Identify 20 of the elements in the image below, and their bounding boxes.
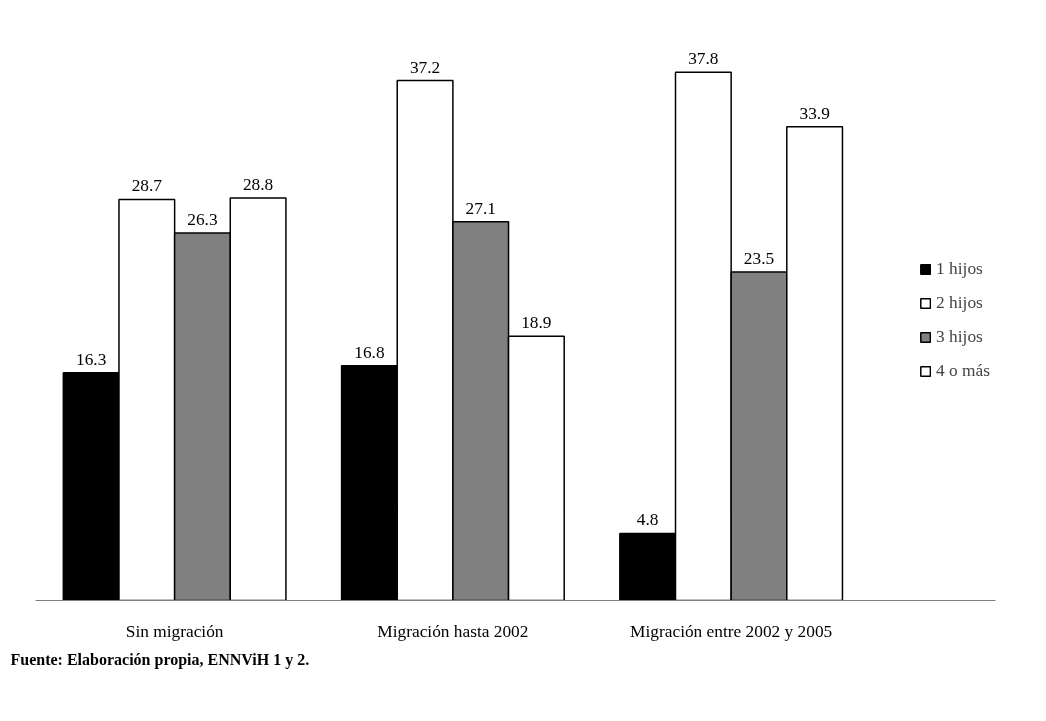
data-label: 26.3 <box>187 209 218 229</box>
source-note: Fuente: Elaboración propia, ENNViH 1 y 2. <box>10 650 310 669</box>
legend-label: 3 hijos <box>936 327 983 347</box>
data-label: 37.2 <box>409 57 441 77</box>
data-label: 28.7 <box>131 176 163 196</box>
data-label: 18.9 <box>521 313 552 333</box>
data-label: 4.8 <box>636 510 659 530</box>
data-label: 23.5 <box>743 249 775 269</box>
legend-label: 2 hijos <box>936 293 983 313</box>
legend-label: 1 hijos <box>936 259 983 279</box>
x-tick-label: Migración hasta 2002 <box>377 621 529 641</box>
data-label: 16.8 <box>354 342 385 362</box>
data-label: 37.8 <box>688 49 719 69</box>
data-label: 28.8 <box>242 174 274 194</box>
data-label: 27.1 <box>465 198 496 218</box>
legend-label: 4 o más <box>936 361 990 381</box>
data-label: 16.3 <box>75 349 107 369</box>
x-tick-label: Sin migración <box>125 621 224 641</box>
data-label: 33.9 <box>799 103 830 123</box>
x-tick-label: Migración entre 2002 y 2005 <box>630 621 833 641</box>
